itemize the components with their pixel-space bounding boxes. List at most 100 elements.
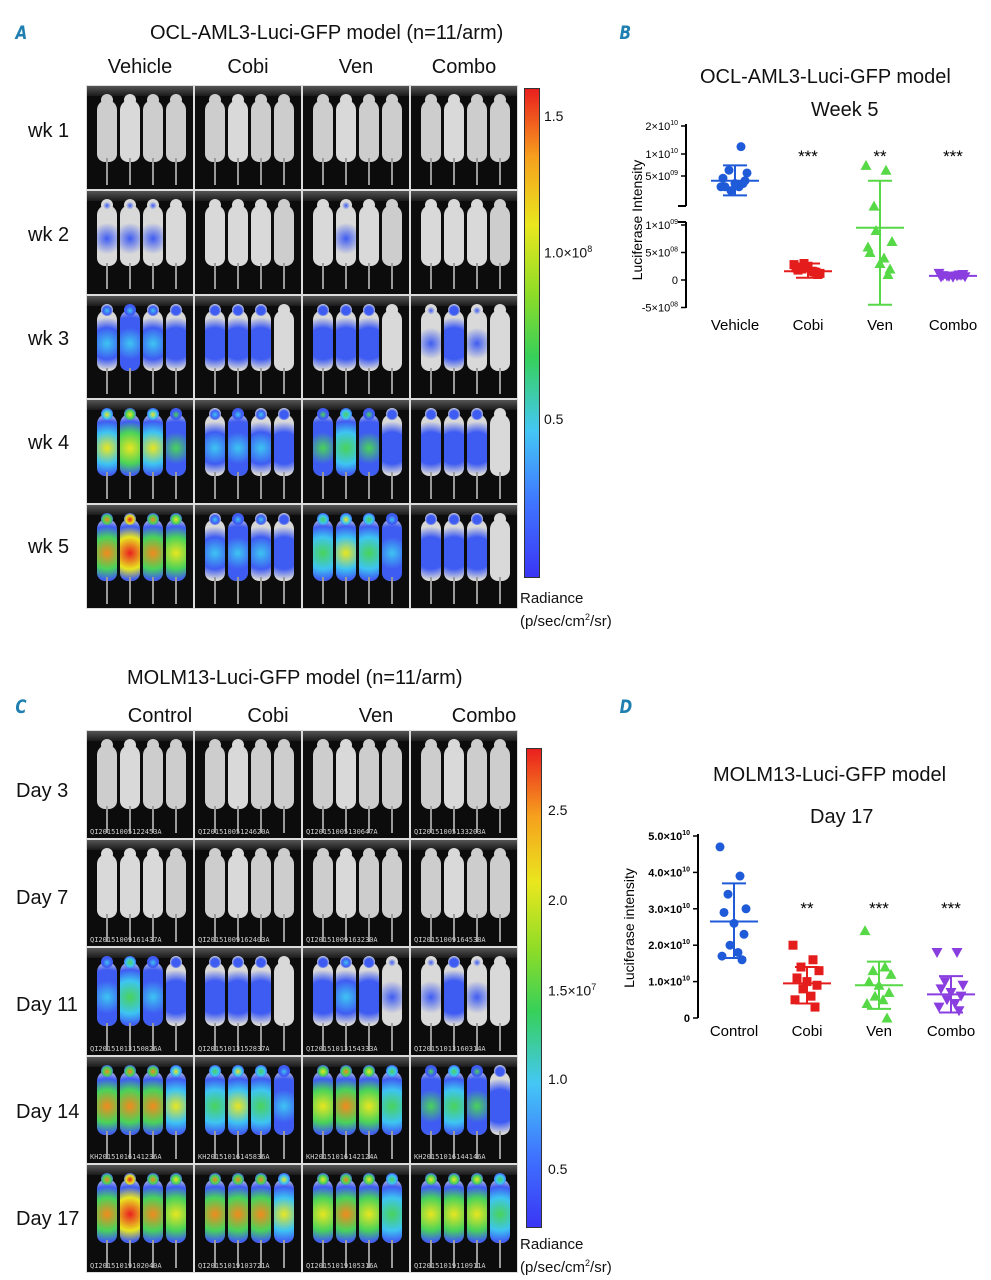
image-id-label: QI20151013152837A <box>198 1044 270 1053</box>
d-point-cobi <box>814 966 824 976</box>
mouse-tail <box>283 472 285 500</box>
mouse-tail <box>391 914 393 942</box>
mouse-tail <box>106 577 108 604</box>
panel_c-image-1-2: QI20151009163230A <box>303 839 409 947</box>
mouse <box>143 1173 163 1244</box>
mouse <box>205 198 225 267</box>
b-significance: ** <box>873 147 887 166</box>
mouse-tail <box>391 1022 393 1051</box>
panel_a-image-4-2 <box>303 505 409 608</box>
mouse-tail <box>129 367 131 395</box>
mouse-tail <box>260 1131 262 1160</box>
cage-wall <box>303 400 409 411</box>
mouse <box>97 1173 117 1244</box>
d-point-combo <box>957 980 969 991</box>
mouse <box>336 303 356 372</box>
d-point-cobi <box>790 995 800 1005</box>
mouse-tail <box>499 1240 501 1268</box>
mouse <box>166 956 186 1027</box>
mouse <box>228 303 248 372</box>
mouse <box>120 1064 140 1135</box>
mouse <box>421 198 441 267</box>
mouse <box>228 513 248 581</box>
d-point-cobi <box>810 1002 820 1012</box>
mouse-tail <box>260 157 262 185</box>
panel_c-image-0-2: QI20151005130647A <box>303 731 409 838</box>
mouse-tail <box>322 1240 324 1268</box>
mouse <box>359 408 379 477</box>
mouse <box>228 956 248 1027</box>
mouse <box>166 513 186 581</box>
cage-wall <box>87 190 193 201</box>
mouse <box>205 956 225 1027</box>
mouse <box>467 847 487 918</box>
cage-wall <box>303 948 409 959</box>
d-y-tick-label: 3.0×1010 <box>648 903 690 916</box>
mouse <box>336 94 356 162</box>
d-y-tick-label: 0 <box>684 1013 690 1025</box>
mouse-tail <box>175 1022 177 1051</box>
mouse-tail <box>237 1131 239 1160</box>
mouse-tail <box>430 262 432 290</box>
mouse-tail <box>476 1022 478 1051</box>
mouse-tail <box>391 1131 393 1160</box>
mouse-tail <box>476 157 478 185</box>
mouse <box>490 198 510 267</box>
panel_a-col-combo: Combo <box>431 56 497 78</box>
panel_c-col-cobi: Cobi <box>247 705 289 727</box>
d-point-combo <box>931 947 943 958</box>
mouse-tail <box>237 157 239 185</box>
cage-wall <box>195 948 301 959</box>
mouse <box>490 513 510 581</box>
panel_c-image-1-0: QI20151009161437A <box>87 839 193 947</box>
image-id-label: QI20151013154333A <box>306 1044 378 1053</box>
panel-b-title-1: OCL-AML3-Luci-GFP model <box>700 66 951 88</box>
mouse <box>313 956 333 1027</box>
d-y-tick-label: 1.0×1010 <box>648 976 690 989</box>
mouse-tail <box>499 1022 501 1051</box>
b-point-ven <box>870 225 882 235</box>
mouse <box>120 198 140 267</box>
mouse <box>382 1173 402 1244</box>
d-point-control <box>733 947 743 957</box>
mouse <box>143 94 163 162</box>
mouse <box>251 513 271 581</box>
cage-wall <box>195 295 301 306</box>
mouse <box>444 739 464 809</box>
mouse <box>467 303 487 372</box>
cage-wall <box>411 1165 517 1176</box>
mouse-tail <box>214 577 216 604</box>
panel-c-label: C <box>15 696 27 718</box>
mouse-tail <box>430 367 432 395</box>
mouse-tail <box>214 914 216 942</box>
mouse <box>251 739 271 809</box>
mouse-tail <box>499 914 501 942</box>
d-point-control <box>735 871 745 881</box>
mouse-tail <box>129 1022 131 1051</box>
panel-c-cbar-tick-4: 1.0 <box>548 1071 568 1087</box>
mouse <box>251 94 271 162</box>
mouse-tail <box>175 472 177 500</box>
panel-b-label: B <box>619 22 632 44</box>
mouse-tail <box>430 1240 432 1268</box>
mouse <box>359 303 379 372</box>
mouse <box>251 198 271 267</box>
mouse-tail <box>345 805 347 834</box>
mouse-tail <box>175 1240 177 1268</box>
mouse <box>251 1064 271 1135</box>
d-point-ven <box>877 994 889 1005</box>
b-y-tick-label: 1×1010 <box>645 148 678 161</box>
panel_a-row-wk-5: wk 5 <box>28 536 70 558</box>
mouse <box>228 1173 248 1244</box>
mouse <box>382 739 402 809</box>
panel_c-image-4-2: QI20151019105316A <box>303 1165 409 1272</box>
mouse-tail <box>345 367 347 395</box>
mouse <box>444 94 464 162</box>
mouse <box>166 303 186 372</box>
b-x-tick-label: Vehicle <box>711 317 759 334</box>
cage-wall <box>303 839 409 850</box>
mouse-tail <box>106 1240 108 1268</box>
d-x-tick-label: Control <box>710 1023 758 1040</box>
mouse-tail <box>476 472 478 500</box>
panel-c-title: MOLM13-Luci-GFP model (n=11/arm) <box>127 667 463 689</box>
